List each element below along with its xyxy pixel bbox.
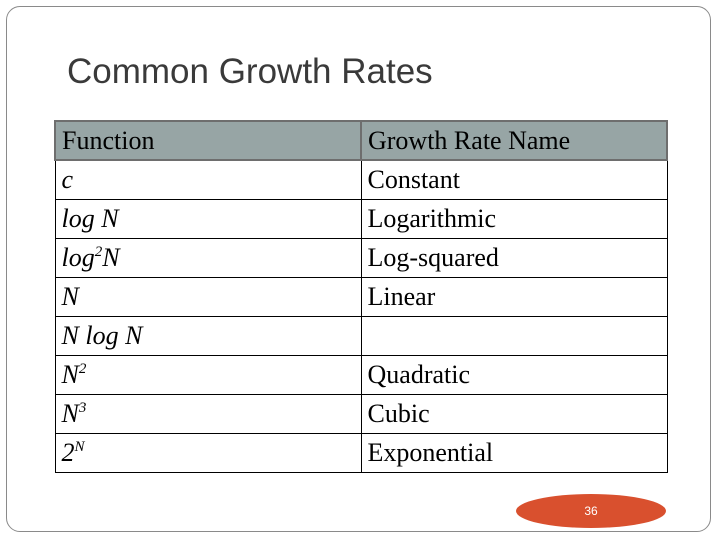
function-base: log xyxy=(61,242,95,272)
header-function: Function xyxy=(54,120,362,161)
function-cell: N3 xyxy=(54,393,362,434)
function-cell: N log N xyxy=(54,315,362,356)
growth-rate-name-cell: Linear xyxy=(360,276,668,317)
function-cell: N2 xyxy=(54,354,362,395)
growth-rate-name-cell: Logarithmic xyxy=(360,198,668,239)
table-row: c Constant xyxy=(54,159,668,200)
function-cell: 2N xyxy=(54,432,362,473)
table-header-row: Function Growth Rate Name xyxy=(54,120,668,161)
growth-rate-name-cell: Cubic xyxy=(360,393,668,434)
table-row: 2N Exponential xyxy=(54,432,668,473)
function-base: c xyxy=(61,164,74,194)
growth-rate-name-cell: Log-squared xyxy=(360,237,668,278)
function-superscript: 3 xyxy=(78,399,87,416)
table-row: N3 Cubic xyxy=(54,393,668,434)
function-base: 2 xyxy=(61,437,75,467)
function-superscript: N xyxy=(74,438,85,455)
function-cell: c xyxy=(54,159,362,200)
function-cell: N xyxy=(54,276,362,317)
slide-title: Common Growth Rates xyxy=(67,52,433,91)
table-row: log N Logarithmic xyxy=(54,198,668,239)
growth-rates-table: Function Growth Rate Name c Constant log… xyxy=(54,120,668,473)
function-cell: log N xyxy=(54,198,362,239)
growth-rate-name-cell xyxy=(360,315,668,356)
growth-rate-name-cell: Exponential xyxy=(360,432,668,473)
function-tail: N xyxy=(102,242,120,272)
function-superscript: 2 xyxy=(94,243,103,260)
table-row: N Linear xyxy=(54,276,668,317)
function-base: N log N xyxy=(61,320,143,350)
growth-rate-name-cell: Constant xyxy=(360,159,668,200)
function-base: N xyxy=(61,359,79,389)
table-row: N2 Quadratic xyxy=(54,354,668,395)
function-base: N xyxy=(61,281,79,311)
slide-frame xyxy=(6,6,711,532)
function-cell: log2N xyxy=(54,237,362,278)
function-base: log N xyxy=(61,203,119,233)
header-growth-rate-name: Growth Rate Name xyxy=(360,120,668,161)
function-base: N xyxy=(61,398,79,428)
page-number-badge: 36 xyxy=(516,494,666,528)
table-row: log2N Log-squared xyxy=(54,237,668,278)
growth-rate-name-cell: Quadratic xyxy=(360,354,668,395)
table-row: N log N xyxy=(54,315,668,356)
function-superscript: 2 xyxy=(78,360,87,377)
